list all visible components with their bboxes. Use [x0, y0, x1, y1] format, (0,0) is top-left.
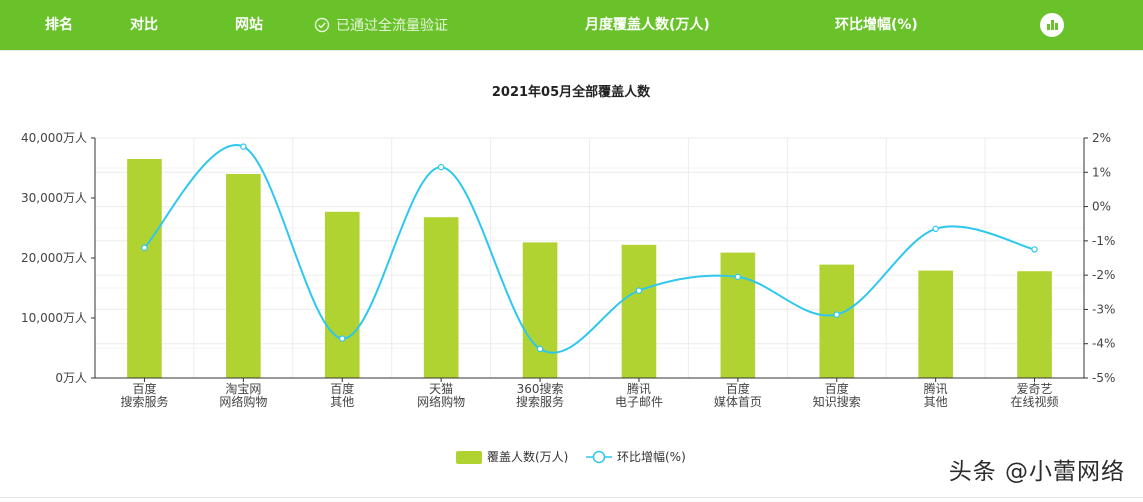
x-tick-label: 360搜索 [517, 381, 564, 396]
x-tick-label: 腾讯 [627, 381, 651, 396]
x-tick-label: 知识搜索 [813, 394, 861, 409]
x-tick-label: 其他 [330, 395, 354, 409]
compare-column-header[interactable]: 对比 [130, 17, 158, 33]
coverage-column-header[interactable]: 月度覆盖人数(万人) [585, 17, 710, 33]
mom-point [141, 244, 148, 251]
mom-point [339, 335, 346, 342]
verified-note: 已通过全流量验证 [314, 0, 448, 50]
footer-divider [0, 497, 1143, 498]
bar [423, 217, 459, 378]
mom-point [932, 225, 939, 233]
chart-title: 2021年05月全部覆盖人数 [492, 84, 651, 100]
legend-bar-swatch [456, 451, 482, 464]
y-tick-label-left: 30,000万人 [21, 191, 87, 205]
mom-point [833, 311, 840, 318]
mom-point [635, 287, 643, 294]
y-tick-label-left: 40,000万人 [21, 131, 87, 145]
y-tick-label-left: 0万人 [55, 371, 87, 385]
mom-point [240, 143, 247, 150]
x-tick-label: 网络购物 [417, 394, 465, 409]
x-tick-label: 天猫 [429, 382, 453, 396]
bar [324, 211, 360, 378]
mom-point [1031, 246, 1038, 253]
chart-view-button[interactable] [1040, 13, 1064, 37]
top-bar: 排名 对比 网站 已通过全流量验证 月度覆盖人数(万人) 环比增幅(%) [0, 0, 1143, 50]
x-tick-label: 其他 [924, 395, 948, 409]
verified-label: 已通过全流量验证 [336, 18, 448, 34]
x-tick-label: 网络购物 [219, 394, 267, 409]
mom-point [437, 163, 445, 171]
x-tick-label: 搜索服务 [516, 394, 564, 409]
bar [918, 270, 953, 378]
bar [226, 174, 261, 378]
legend-line-marker [592, 450, 606, 464]
y-tick-label-right: -5% [1092, 371, 1115, 385]
x-tick-label: 腾讯 [924, 381, 948, 396]
x-tick-label: 百度 [132, 381, 156, 396]
x-tick-label: 媒体首页 [714, 395, 762, 409]
y-tick-label-right: -2% [1092, 268, 1115, 282]
x-tick-label: 百度 [330, 381, 354, 396]
mom-point [734, 273, 742, 281]
x-tick-label: 淘宝网 [225, 382, 261, 396]
x-tick-label: 电子邮件 [615, 395, 663, 409]
legend-bar-label: 覆盖人数(万人) [487, 449, 568, 464]
coverage-chart: 2021年05月全部覆盖人数 0万人 10,000万人 20,000万人 30,000… [21, 84, 1115, 464]
x-tick-label: 搜索服务 [120, 394, 168, 409]
y-tick-label-right: 0% [1092, 200, 1111, 214]
bar [1017, 271, 1052, 378]
y-tick-label-right: -3% [1092, 302, 1115, 316]
bar [127, 159, 162, 378]
y-tick-label-right: 1% [1092, 165, 1111, 179]
mom-column-header[interactable]: 环比增幅(%) [835, 17, 918, 33]
check-circle-icon [314, 17, 330, 33]
y-tick-label-left: 10,000万人 [21, 311, 87, 325]
x-tick-label: 百度 [825, 381, 849, 396]
x-tick-label: 百度 [726, 381, 750, 396]
watermark: 头条 @小蕾网络 [948, 459, 1125, 485]
bar [819, 264, 855, 378]
header-divider [0, 50, 1143, 51]
y-tick-label-right: -1% [1092, 234, 1115, 248]
bar [522, 242, 558, 378]
site-column-header[interactable]: 网站 [235, 17, 263, 33]
x-tick-label: 在线视频 [1011, 394, 1059, 409]
y-tick-label-right: -4% [1092, 337, 1115, 351]
y-tick-label-left: 20,000万人 [21, 251, 87, 265]
mom-point [536, 345, 544, 353]
bar [621, 244, 657, 378]
x-tick-label: 爱奇艺 [1017, 382, 1053, 396]
legend-line-label: 环比增幅(%) [617, 449, 686, 464]
rank-column-header[interactable]: 排名 [45, 17, 73, 33]
bar [720, 252, 756, 378]
y-tick-label-right: 2% [1092, 131, 1111, 145]
